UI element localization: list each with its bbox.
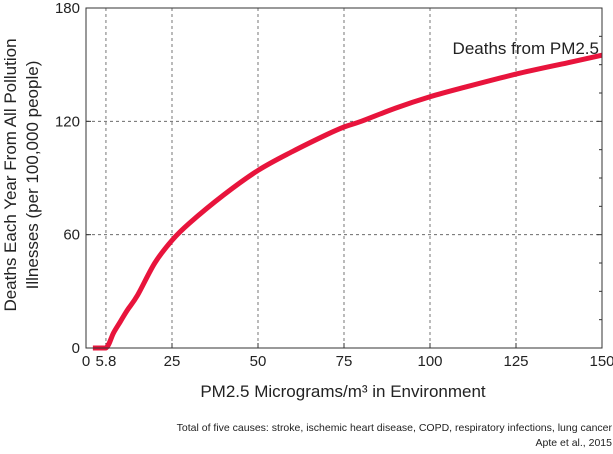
y-tick-label: 120 — [55, 113, 80, 130]
x-axis-title: PM2.5 Micrograms/m³ in Environment — [200, 382, 486, 401]
x-tick-label: 125 — [503, 353, 528, 370]
y-axis-ticks: 0 60 120 180 — [55, 0, 602, 357]
x-tick-label: 50 — [250, 353, 267, 370]
y-tick-label: 180 — [55, 0, 80, 17]
y-axis-title-line-2: Illnesses (per 100,000 people) — [23, 61, 42, 290]
y-tick-label: 60 — [63, 227, 80, 244]
y-tick-label: 0 — [72, 340, 80, 357]
series-layer — [92, 52, 603, 351]
deaths-pm25-line — [92, 52, 603, 351]
x-tick-label: 5.8 — [96, 353, 117, 370]
x-axis-ticks: 0 5.8 25 50 75 100 125 150 — [82, 343, 613, 370]
x-tick-label: 100 — [417, 353, 442, 370]
y-axis-title-line-1: Deaths Each Year From All Pollution — [1, 38, 20, 311]
grid-lines — [86, 8, 602, 348]
x-tick-label: 0 — [82, 353, 90, 370]
x-tick-label: 150 — [589, 353, 613, 370]
causes-note: Total of five causes: stroke, ischemic h… — [177, 422, 613, 434]
plot-frame — [85, 7, 603, 349]
series-label: Deaths from PM2.5 — [453, 39, 599, 58]
source-note: Apte et al., 2015 — [536, 437, 613, 449]
x-tick-label: 75 — [336, 353, 353, 370]
x-tick-label: 25 — [164, 353, 181, 370]
